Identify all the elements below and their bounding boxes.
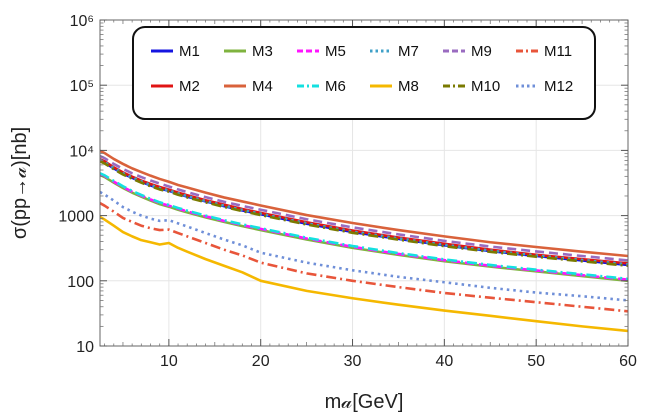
x-tick-label: 60 <box>619 353 637 370</box>
legend-label-m7: M7 <box>398 43 419 60</box>
legend-box <box>132 26 596 120</box>
series-line-m9 <box>100 154 628 262</box>
y-tick-label: 10⁵ <box>70 78 94 95</box>
legend-label-m3: M3 <box>252 43 273 60</box>
series-line-m12 <box>100 190 628 302</box>
legend-label-m6: M6 <box>325 78 346 95</box>
series-line-m4 <box>100 149 628 258</box>
legend-label-m12: M12 <box>544 78 573 95</box>
legend-label-m10: M10 <box>471 78 500 95</box>
legend-label-m5: M5 <box>325 43 346 60</box>
x-tick-label: 30 <box>344 353 362 370</box>
legend: M1 M2 M3 M4 M5 M6 M7 M8 M9 M10 M11 M12 <box>132 26 596 120</box>
series-line-m8 <box>100 215 628 333</box>
x-tick-label: 40 <box>435 353 453 370</box>
legend-label-m2: M2 <box>179 78 200 95</box>
y-tick-label: 10⁶ <box>70 13 94 30</box>
series-line-m11 <box>100 202 628 313</box>
x-tick-label: 50 <box>527 353 545 370</box>
legend-label-m4: M4 <box>252 78 273 95</box>
y-tick-label: 1000 <box>58 209 94 226</box>
y-tick-label: 10⁴ <box>69 143 94 160</box>
plot-frame <box>99 19 629 347</box>
legend-label-m8: M8 <box>398 78 419 95</box>
x-axis-label: m𝒶[GeV] <box>325 391 404 413</box>
legend-label-m9: M9 <box>471 43 492 60</box>
series-line-m7 <box>100 158 628 266</box>
legend-label-m1: M1 <box>179 43 200 60</box>
y-axis-label: σ(pp→𝒶)[nb] <box>9 127 31 239</box>
x-tick-label: 10 <box>160 353 178 370</box>
ticks-layer: 10 20 30 40 50 60 10 100 1000 10⁴ 10⁵ 10⁶ <box>58 13 637 370</box>
series-layer <box>100 149 628 333</box>
y-tick-label: 10 <box>76 339 94 356</box>
x-tick-label: 20 <box>252 353 270 370</box>
series-line-m6 <box>100 172 628 281</box>
y-tick-label: 100 <box>67 274 94 291</box>
legend-label-m11: M11 <box>544 43 572 60</box>
